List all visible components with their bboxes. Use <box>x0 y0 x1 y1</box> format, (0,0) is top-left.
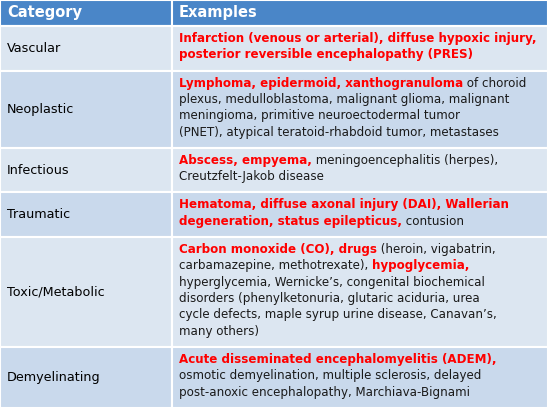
Text: contusion: contusion <box>402 215 464 228</box>
Bar <box>0 26 172 71</box>
Text: Carbon monoxide (CO), drugs: Carbon monoxide (CO), drugs <box>179 243 377 256</box>
Bar <box>0 347 172 408</box>
Text: Demyelinating: Demyelinating <box>7 371 101 384</box>
Text: disorders (phenylketonuria, glutaric aciduria, urea: disorders (phenylketonuria, glutaric aci… <box>179 292 480 305</box>
Text: plexus, medulloblastoma, malignant glioma, malignant: plexus, medulloblastoma, malignant gliom… <box>179 93 510 106</box>
Text: Traumatic: Traumatic <box>7 208 70 221</box>
Text: Abscess, empyema,: Abscess, empyema, <box>179 154 312 167</box>
Bar <box>0 0 172 26</box>
Text: hyperglycemia, Wernicke’s, congenital biochemical: hyperglycemia, Wernicke’s, congenital bi… <box>179 276 485 289</box>
Bar <box>172 26 548 71</box>
Text: (heroin, vigabatrin,: (heroin, vigabatrin, <box>377 243 495 256</box>
Bar <box>172 148 548 193</box>
Text: of choroid: of choroid <box>463 77 527 89</box>
Bar <box>172 347 548 408</box>
Text: cycle defects, maple syrup urine disease, Canavan’s,: cycle defects, maple syrup urine disease… <box>179 308 496 322</box>
Text: Category: Category <box>7 5 82 20</box>
Text: Examples: Examples <box>179 5 258 20</box>
Text: Infectious: Infectious <box>7 164 70 177</box>
Text: Toxic/Metabolic: Toxic/Metabolic <box>7 286 105 299</box>
Bar <box>172 0 548 26</box>
Text: hypoglycemia,: hypoglycemia, <box>372 259 470 272</box>
Text: Vascular: Vascular <box>7 42 61 55</box>
Bar <box>0 237 172 347</box>
Text: meningoencephalitis (herpes),: meningoencephalitis (herpes), <box>312 154 498 167</box>
Text: (PNET), atypical teratoid-rhabdoid tumor, metastases: (PNET), atypical teratoid-rhabdoid tumor… <box>179 126 499 139</box>
Bar <box>0 71 172 148</box>
Text: post-anoxic encephalopathy, Marchiava-Bignami: post-anoxic encephalopathy, Marchiava-Bi… <box>179 386 470 399</box>
Bar <box>172 71 548 148</box>
Text: Infarction (venous or arterial), diffuse hypoxic injury,: Infarction (venous or arterial), diffuse… <box>179 32 536 45</box>
Text: meningioma, primitive neuroectodermal tumor: meningioma, primitive neuroectodermal tu… <box>179 109 460 122</box>
Bar <box>172 237 548 347</box>
Bar <box>0 148 172 193</box>
Text: many others): many others) <box>179 325 259 338</box>
Text: Hematoma, diffuse axonal injury (DAI), Wallerian: Hematoma, diffuse axonal injury (DAI), W… <box>179 198 509 211</box>
Text: osmotic demyelination, multiple sclerosis, delayed: osmotic demyelination, multiple sclerosi… <box>179 369 481 382</box>
Text: posterior reversible encephalopathy (PRES): posterior reversible encephalopathy (PRE… <box>179 48 473 61</box>
Text: carbamazepine, methotrexate),: carbamazepine, methotrexate), <box>179 259 372 272</box>
Text: Lymphoma, epidermoid, xanthogranuloma: Lymphoma, epidermoid, xanthogranuloma <box>179 77 463 89</box>
Text: Creutzfelt-Jakob disease: Creutzfelt-Jakob disease <box>179 170 324 183</box>
Text: degeneration, status epilepticus,: degeneration, status epilepticus, <box>179 215 402 228</box>
Text: Acute disseminated encephalomyelitis (ADEM),: Acute disseminated encephalomyelitis (AD… <box>179 353 496 366</box>
Bar <box>172 193 548 237</box>
Text: Neoplastic: Neoplastic <box>7 103 74 116</box>
Bar <box>0 193 172 237</box>
